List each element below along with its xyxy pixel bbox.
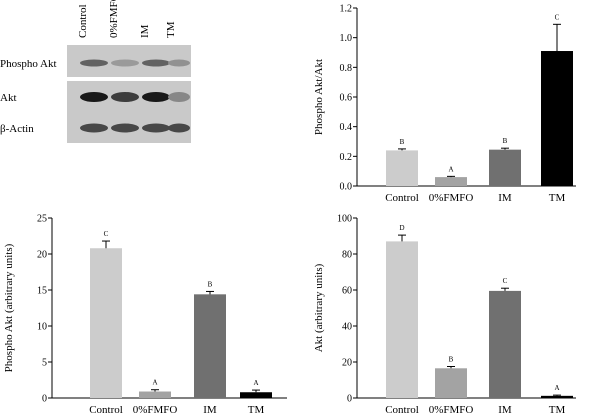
y-tick-label: 0 [42, 394, 47, 405]
blot-band [111, 92, 139, 102]
y-tick-label: 15 [37, 286, 47, 297]
bar [489, 149, 521, 186]
x-tick-label: Control [385, 192, 419, 204]
x-tick-label: 0%FMFO [133, 404, 178, 415]
y-tick-label: 25 [37, 214, 47, 225]
blot-lane-label: 0%FMFO [108, 0, 120, 38]
blot-band [168, 123, 190, 133]
y-tick-label: 5 [42, 358, 47, 369]
significance-letter: C [555, 13, 560, 21]
blot-band [111, 123, 139, 133]
blot-lane-label: TM [165, 21, 177, 38]
x-tick-label: IM [203, 404, 217, 415]
bar [90, 248, 122, 398]
blot-row-label: Phospho Akt [0, 58, 57, 70]
bar [139, 391, 171, 398]
x-tick-label: 0%FMFO [429, 404, 474, 415]
bar [489, 290, 521, 398]
significance-letter: B [449, 356, 454, 364]
bar-chart-phospho-akt-ratio: 0.0 0.2 0.4 0.6 0.8 1.0 1.2 Phospho Akt/Akt B Con… [313, 4, 576, 204]
western-blot-panel: Control 0%FMFO IM TM Phospho Akt Akt β-Actin [0, 0, 191, 143]
x-tick-label: IM [498, 404, 512, 415]
y-axis-title: Phospho Akt/Akt [313, 59, 325, 135]
bar [386, 241, 418, 398]
blot-band [142, 123, 170, 133]
y-tick-label: 20 [37, 250, 47, 261]
significance-letter: A [448, 165, 453, 173]
y-tick-label: 0.0 [340, 182, 353, 193]
x-tick-label: TM [549, 192, 566, 204]
bar [435, 177, 467, 186]
y-tick-label: 0.6 [340, 93, 353, 104]
y-tick-label: 0.4 [340, 122, 353, 133]
y-tick-label: 80 [342, 250, 352, 261]
significance-letter: A [253, 379, 258, 387]
bar [541, 51, 573, 187]
y-tick-label: 0 [347, 394, 352, 405]
blot-lane-label: Control [77, 4, 89, 38]
x-tick-label: 0%FMFO [429, 192, 474, 204]
x-tick-label: Control [89, 404, 123, 415]
y-axis-title: Akt (arbitrary units) [313, 263, 325, 352]
x-tick-label: IM [498, 192, 512, 204]
blot-row-label: Akt [0, 92, 17, 104]
x-tick-label: TM [549, 404, 566, 415]
blot-band [168, 92, 190, 102]
bar [386, 150, 418, 186]
bar [240, 392, 272, 398]
x-tick-label: TM [248, 404, 265, 415]
bar [541, 395, 573, 398]
y-axis-title: Phospho Akt (arbitrary units) [3, 243, 15, 372]
blot-lane-label: IM [139, 24, 151, 38]
y-tick-label: 1.0 [340, 33, 353, 44]
bar [194, 294, 226, 398]
blot-band [111, 59, 139, 67]
y-tick-label: 10 [37, 322, 47, 333]
significance-letter: D [399, 224, 404, 232]
bar-chart-phospho-akt-units: 0 5 10 15 20 25 Phospho Akt (arbitrary units) C… [3, 214, 287, 415]
significance-letter: A [152, 379, 157, 387]
y-tick-label: 0.2 [340, 152, 353, 163]
blot-band [142, 92, 170, 102]
y-tick-label: 40 [342, 322, 352, 333]
y-tick-label: 0.8 [340, 63, 353, 74]
x-tick-label: Control [385, 404, 419, 415]
blot-band [142, 59, 170, 67]
blot-band [168, 59, 190, 67]
significance-letter: B [503, 137, 508, 145]
y-tick-label: 60 [342, 286, 352, 297]
y-tick-label: 100 [337, 214, 352, 225]
bar [435, 368, 467, 398]
significance-letter: B [208, 280, 213, 288]
significance-letter: C [104, 230, 109, 238]
blot-band [80, 59, 108, 67]
blot-band [80, 123, 108, 133]
significance-letter: C [503, 277, 508, 285]
significance-letter: A [554, 384, 559, 392]
blot-row-label: β-Actin [0, 123, 34, 135]
bar-chart-akt-units: 0 20 40 60 80 100 Akt (arbitrary units) D Contro… [313, 214, 576, 415]
y-tick-label: 1.2 [340, 4, 353, 15]
y-tick-label: 20 [342, 358, 352, 369]
blot-band [80, 92, 108, 102]
significance-letter: B [400, 138, 405, 146]
